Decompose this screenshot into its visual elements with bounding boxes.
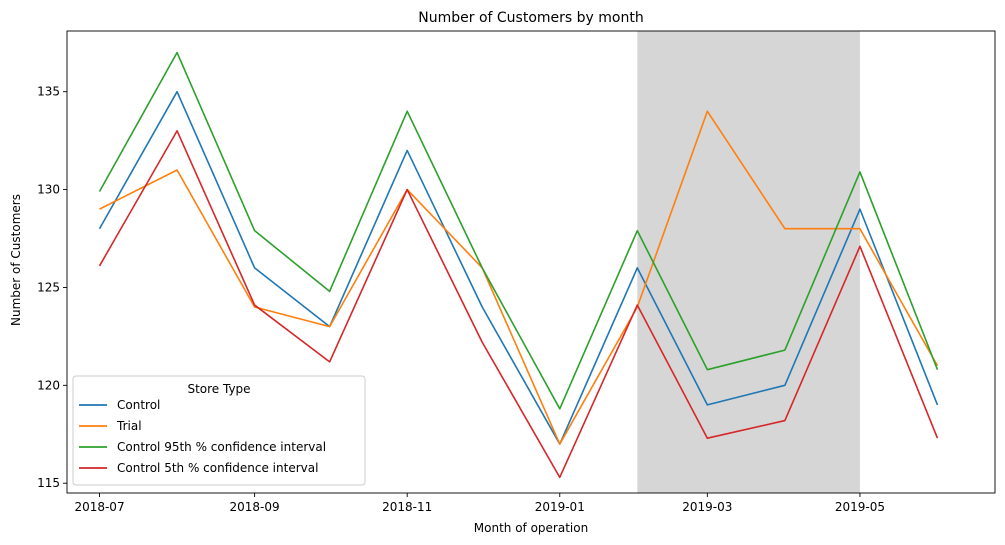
x-tick-label: 2018-11 [382, 500, 432, 514]
legend: Store Type Control Trial Control 95th % con… [72, 375, 366, 486]
plot-area: 115 120 125 130 135 2018-07 2018-09 2018-11 2019… [37, 30, 996, 514]
x-tick-label: 2019-05 [835, 500, 885, 514]
legend-entry-0: Control [117, 398, 160, 412]
series-line-0 [98, 90, 939, 445]
x-tick-label: 2019-01 [535, 500, 585, 514]
shaded-region [637, 31, 860, 493]
x-tick-label: 2018-09 [230, 500, 280, 514]
legend-entry-2: Control 95th % confidence interval [117, 440, 326, 454]
legend-entry-3: Control 5th % confidence interval [117, 461, 318, 475]
x-axis-label: Month of operation [474, 521, 588, 535]
y-tick-label: 125 [37, 280, 60, 294]
legend-entry-1: Trial [116, 419, 142, 433]
y-tick-label: 135 [37, 85, 60, 99]
series-line-2 [98, 51, 939, 410]
series-line-1 [99, 110, 939, 445]
series-line-3 [98, 130, 939, 479]
y-tick-label: 120 [37, 378, 60, 392]
y-tick-label: 115 [37, 476, 60, 490]
x-tick-label: 2019-03 [682, 500, 732, 514]
x-tick-label: 2018-07 [74, 500, 124, 514]
y-tick-label: 130 [37, 183, 60, 197]
legend-box [72, 375, 366, 486]
chart-title: Number of Customers by month [418, 10, 643, 26]
legend-title: Store Type [187, 382, 250, 396]
plot-frame [66, 30, 996, 494]
y-axis-label: Number of Customers [9, 194, 23, 326]
